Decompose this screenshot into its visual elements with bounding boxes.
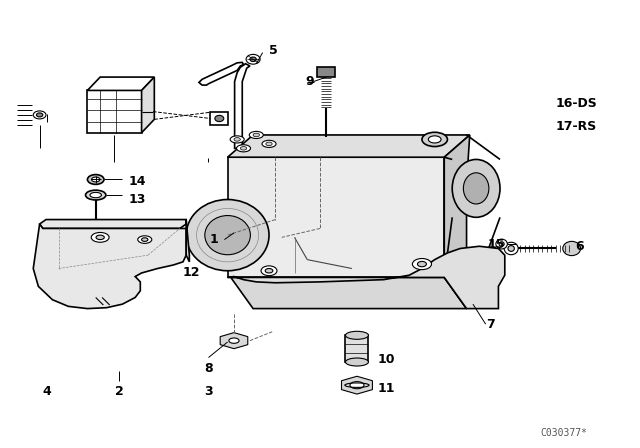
Ellipse shape	[346, 358, 369, 366]
Ellipse shape	[452, 159, 500, 217]
Ellipse shape	[215, 116, 224, 121]
Ellipse shape	[230, 136, 244, 143]
Bar	[88, 90, 141, 133]
Ellipse shape	[412, 258, 431, 270]
Ellipse shape	[249, 131, 263, 138]
Ellipse shape	[36, 113, 43, 117]
Polygon shape	[231, 277, 467, 309]
Polygon shape	[228, 157, 444, 277]
Text: 16-DS: 16-DS	[556, 97, 598, 110]
Polygon shape	[40, 220, 186, 228]
Ellipse shape	[250, 57, 256, 61]
Ellipse shape	[265, 268, 273, 273]
Polygon shape	[199, 62, 244, 85]
Polygon shape	[228, 135, 470, 157]
Ellipse shape	[138, 236, 152, 243]
Polygon shape	[235, 64, 250, 148]
Polygon shape	[88, 77, 154, 90]
Polygon shape	[228, 246, 505, 309]
Ellipse shape	[463, 173, 489, 204]
Text: 3: 3	[204, 385, 212, 398]
Polygon shape	[444, 135, 470, 309]
Ellipse shape	[504, 242, 518, 255]
Ellipse shape	[241, 146, 246, 150]
Ellipse shape	[234, 138, 241, 141]
Polygon shape	[141, 77, 154, 133]
Ellipse shape	[186, 199, 269, 271]
Text: 8: 8	[204, 362, 212, 375]
Ellipse shape	[496, 239, 508, 249]
Text: 9: 9	[305, 75, 314, 88]
Text: 17-RS: 17-RS	[556, 120, 597, 133]
Bar	[346, 335, 369, 362]
Ellipse shape	[266, 142, 272, 146]
Ellipse shape	[246, 54, 260, 64]
Text: 11: 11	[378, 382, 395, 395]
Text: 10: 10	[378, 353, 395, 366]
Text: 6: 6	[575, 240, 584, 253]
Ellipse shape	[96, 235, 104, 240]
Text: C030377*: C030377*	[541, 428, 588, 438]
Ellipse shape	[237, 145, 250, 152]
Ellipse shape	[428, 136, 441, 143]
Ellipse shape	[346, 332, 369, 339]
Ellipse shape	[33, 111, 46, 119]
Ellipse shape	[141, 238, 148, 241]
Polygon shape	[220, 332, 248, 349]
Ellipse shape	[508, 246, 515, 251]
Text: 15: 15	[487, 237, 505, 250]
Ellipse shape	[499, 242, 504, 246]
Text: 13: 13	[129, 193, 146, 206]
Ellipse shape	[92, 177, 100, 182]
Text: 12: 12	[183, 267, 200, 280]
Ellipse shape	[86, 190, 106, 200]
Ellipse shape	[88, 175, 104, 185]
Ellipse shape	[563, 241, 580, 256]
Polygon shape	[342, 376, 372, 394]
Ellipse shape	[92, 233, 109, 242]
Text: 5: 5	[269, 44, 278, 57]
Text: 2: 2	[115, 385, 124, 398]
Polygon shape	[33, 224, 186, 309]
Ellipse shape	[229, 338, 239, 343]
Ellipse shape	[261, 266, 277, 276]
Ellipse shape	[205, 215, 250, 255]
Ellipse shape	[417, 261, 426, 267]
Ellipse shape	[90, 192, 101, 198]
Polygon shape	[186, 220, 189, 262]
Text: 1: 1	[209, 233, 218, 246]
Ellipse shape	[253, 133, 259, 137]
Bar	[211, 112, 228, 125]
Ellipse shape	[350, 382, 364, 389]
Text: 7: 7	[486, 318, 495, 331]
Ellipse shape	[422, 132, 447, 146]
Text: 4: 4	[43, 385, 52, 398]
Text: 14: 14	[129, 175, 147, 188]
Ellipse shape	[262, 140, 276, 147]
Bar	[317, 67, 335, 77]
